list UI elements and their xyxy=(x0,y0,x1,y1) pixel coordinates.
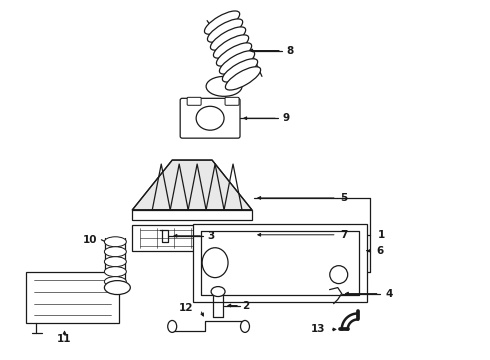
Text: 6: 6 xyxy=(376,246,383,256)
FancyBboxPatch shape xyxy=(187,97,201,105)
Ellipse shape xyxy=(104,280,130,294)
Polygon shape xyxy=(25,272,120,323)
Ellipse shape xyxy=(211,287,225,297)
Text: 10: 10 xyxy=(83,235,98,245)
Text: 11: 11 xyxy=(57,334,72,345)
FancyBboxPatch shape xyxy=(180,98,240,138)
FancyBboxPatch shape xyxy=(225,97,239,105)
Ellipse shape xyxy=(202,248,228,278)
Text: 4: 4 xyxy=(386,289,393,298)
Ellipse shape xyxy=(220,51,255,74)
Text: 8: 8 xyxy=(286,45,294,55)
Ellipse shape xyxy=(206,76,242,96)
Polygon shape xyxy=(132,160,252,210)
Text: 1: 1 xyxy=(378,230,385,240)
Ellipse shape xyxy=(214,35,248,58)
Ellipse shape xyxy=(196,106,224,130)
Ellipse shape xyxy=(168,320,177,332)
Ellipse shape xyxy=(222,59,258,82)
Ellipse shape xyxy=(241,320,249,332)
Ellipse shape xyxy=(104,237,126,247)
Text: 9: 9 xyxy=(282,113,290,123)
Ellipse shape xyxy=(104,267,126,276)
Polygon shape xyxy=(193,224,367,302)
Ellipse shape xyxy=(104,247,126,257)
Ellipse shape xyxy=(225,67,261,90)
Ellipse shape xyxy=(104,276,126,287)
Ellipse shape xyxy=(217,43,252,66)
Text: 5: 5 xyxy=(340,193,347,203)
Ellipse shape xyxy=(207,19,243,42)
Polygon shape xyxy=(132,225,252,251)
Ellipse shape xyxy=(330,266,348,284)
Ellipse shape xyxy=(210,27,245,50)
Ellipse shape xyxy=(204,11,240,34)
Text: 12: 12 xyxy=(179,302,194,312)
Polygon shape xyxy=(132,210,252,220)
Ellipse shape xyxy=(104,257,126,267)
Text: 7: 7 xyxy=(340,230,347,240)
Text: 13: 13 xyxy=(311,324,325,334)
Text: 2: 2 xyxy=(243,301,249,311)
Text: 3: 3 xyxy=(207,231,215,241)
